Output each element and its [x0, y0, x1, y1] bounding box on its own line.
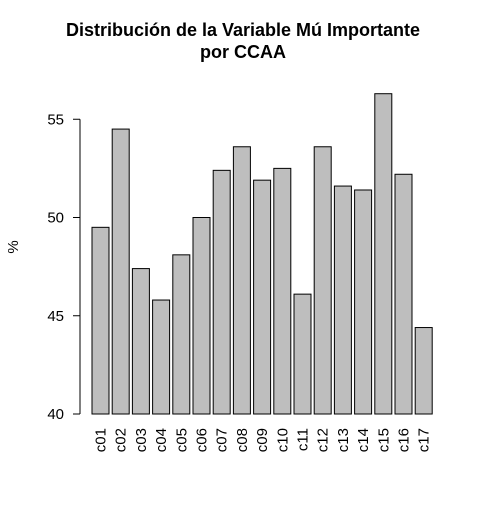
bar-c15 [374, 93, 393, 415]
bar-c08 [232, 146, 251, 415]
y-axis-label: % [5, 240, 22, 253]
y-tick-label: 55 [47, 111, 64, 128]
x-tick-label-c09: c09 [254, 428, 271, 452]
bar-c16 [394, 173, 413, 415]
chart-title-line-2: por CCAA [200, 42, 286, 62]
x-tick-label-c16: c16 [396, 428, 413, 452]
bar-c04 [152, 299, 171, 415]
bar-c10 [273, 167, 292, 415]
x-tick-label-c08: c08 [234, 428, 251, 452]
chart-title-line-1: Distribución de la Variable Mú Important… [65, 20, 421, 40]
bar-c01 [91, 226, 110, 415]
bar-c17 [414, 327, 433, 415]
x-tick-label-c13: c13 [335, 428, 352, 452]
y-tick-label: 50 [47, 210, 64, 227]
bar-c03 [131, 268, 150, 415]
x-tick-label-c04: c04 [153, 428, 170, 452]
y-tick-label: 45 [47, 308, 64, 325]
bar-c11 [293, 293, 312, 415]
x-tick-label-c14: c14 [355, 428, 372, 452]
bar-c05 [172, 254, 191, 415]
x-tick-label-c12: c12 [315, 428, 332, 452]
bar-c02 [111, 128, 130, 415]
x-tick-label-c17: c17 [416, 428, 433, 452]
bar-c06 [192, 217, 211, 415]
bar-c14 [354, 189, 373, 415]
x-tick-label-c11: c11 [295, 428, 312, 451]
y-tick-label: 40 [47, 406, 64, 423]
x-tick-label-c07: c07 [214, 428, 231, 452]
bar-c07 [212, 169, 231, 415]
x-axis-labels: c01 c02 c03 c04 c05 c06 c07 c08 c09 c10 c11 c12 c13 c… [93, 428, 433, 452]
x-tick-label-c02: c02 [113, 428, 130, 452]
x-tick-label-c06: c06 [194, 428, 211, 452]
bar-series [91, 93, 433, 415]
bar-c13 [333, 185, 352, 415]
x-tick-label-c05: c05 [173, 428, 190, 452]
x-tick-label-c01: c01 [93, 428, 110, 452]
x-tick-label-c10: c10 [274, 428, 291, 452]
bar-c09 [253, 179, 272, 415]
bar-c12 [313, 146, 332, 415]
y-axis: 40 45 50 55 [47, 111, 81, 423]
x-tick-label-c03: c03 [133, 428, 150, 452]
x-tick-label-c15: c15 [375, 428, 392, 452]
